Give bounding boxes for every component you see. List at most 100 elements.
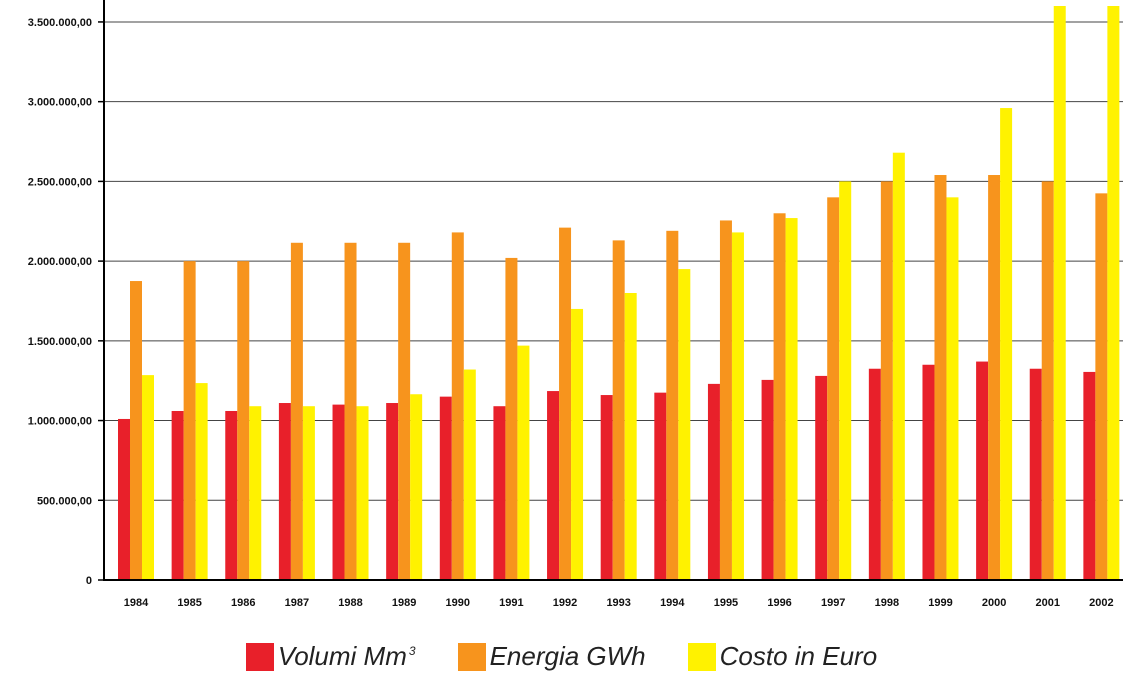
bar-volumi — [922, 364, 935, 580]
legend-swatch-costo — [687, 642, 716, 671]
bar-energia — [880, 181, 893, 580]
bar-energia — [773, 213, 786, 580]
bar-costo — [678, 269, 691, 580]
bar-costo — [1053, 6, 1066, 580]
bar-energia — [934, 175, 947, 580]
bar-costo — [249, 406, 262, 580]
bar-volumi — [600, 395, 613, 580]
bar-volumi — [332, 404, 345, 580]
bar-volumi — [976, 361, 989, 580]
x-tick-label: 1998 — [875, 597, 899, 609]
bar-costo — [571, 308, 584, 580]
bar-energia — [183, 261, 196, 580]
x-tick-label: 1992 — [553, 597, 577, 609]
bar-costo — [463, 369, 476, 580]
x-tick-label: 1997 — [821, 597, 845, 609]
x-tick-label: 1987 — [285, 597, 309, 609]
legend-item-costo: Costo in Euro — [687, 641, 878, 672]
x-tick-label: 1999 — [928, 597, 952, 609]
legend-label-energia: Energia GWh — [489, 641, 646, 671]
bar-volumi — [761, 379, 774, 580]
bar-costo — [839, 181, 852, 580]
bar-costo — [195, 383, 208, 580]
x-tick-labels: 1984 1985 1986 1987 1988 1989 1990 1991 1992 1993… — [124, 597, 1114, 609]
x-tick-label: 1996 — [767, 597, 791, 609]
y-tick-label: 500.000,00 — [37, 495, 92, 507]
x-tick-label: 1984 — [124, 597, 149, 609]
legend-swatch-energia — [457, 642, 486, 671]
x-tick-label: 1988 — [338, 597, 362, 609]
x-tick-label: 1994 — [660, 597, 685, 609]
bar-costo — [1107, 6, 1120, 580]
bar-volumi — [225, 410, 238, 580]
bar-energia — [237, 261, 250, 580]
y-tick-label: 0 — [86, 575, 92, 587]
bar-costo — [892, 152, 905, 580]
bar-volumi — [815, 375, 828, 580]
bar-costo — [785, 218, 798, 581]
bar-energia — [344, 242, 357, 580]
legend-swatch-volumi — [245, 642, 274, 671]
bar-energia — [988, 175, 1001, 580]
y-tick-label: 3.000.000,00 — [28, 97, 92, 109]
y-tick-label: 2.500.000,00 — [28, 176, 92, 188]
x-tick-label: 2000 — [982, 597, 1006, 609]
x-tick-label: 1990 — [446, 597, 470, 609]
y-tick-label: 1.000.000,00 — [28, 416, 92, 428]
bar-energia — [719, 220, 732, 581]
bar-costo — [517, 345, 530, 580]
legend: Volumi Mm 3 Energia GWh Costo in Euro — [0, 640, 1123, 673]
bar-volumi — [386, 403, 399, 580]
bar-energia — [398, 242, 411, 580]
legend-label-costo: Costo in Euro — [719, 641, 878, 671]
bar-volumi — [171, 410, 184, 580]
bar-volumi — [1029, 368, 1042, 580]
bars — [118, 6, 1120, 581]
bar-volumi — [493, 406, 506, 580]
x-tick-label: 2001 — [1035, 597, 1059, 609]
bar-costo — [302, 406, 315, 580]
bar-costo — [410, 394, 423, 580]
bar-costo — [356, 406, 369, 580]
x-tick-label: 1989 — [392, 597, 416, 609]
bar-energia — [666, 230, 679, 581]
bar-energia — [1095, 193, 1108, 580]
bar-volumi — [707, 383, 720, 580]
bar-energia — [612, 240, 625, 580]
axes — [98, 0, 1123, 581]
bar-volumi — [654, 392, 667, 580]
bar-volumi — [118, 418, 130, 580]
bar-energia — [290, 242, 303, 580]
x-tick-label: 1995 — [714, 597, 738, 609]
bar-costo — [1000, 108, 1013, 581]
bar-energia — [559, 227, 572, 580]
x-tick-label: 1993 — [606, 597, 630, 609]
bar-costo — [731, 232, 744, 580]
y-tick-labels: 0 500.000,00 1.000.000,00 1.500.000,00 2.000… — [28, 17, 92, 587]
bar-volumi — [278, 403, 291, 580]
y-tick-label: 2.000.000,00 — [28, 256, 92, 268]
y-tick-label: 3.500.000,00 — [28, 17, 92, 29]
bar-volumi — [547, 391, 560, 580]
x-tick-label: 2002 — [1089, 597, 1113, 609]
bar-volumi — [868, 368, 881, 580]
bar-energia — [505, 257, 518, 580]
y-tick-label: 1.500.000,00 — [28, 336, 92, 348]
x-tick-label: 1991 — [499, 597, 523, 609]
bar-costo — [624, 293, 637, 580]
bar-energia — [451, 232, 464, 580]
bar-energia — [827, 197, 840, 581]
bar-costo — [946, 197, 959, 581]
bar-volumi — [439, 396, 452, 580]
bar-energia — [1041, 181, 1054, 580]
bar-volumi — [1083, 371, 1096, 580]
x-tick-label: 1986 — [231, 597, 255, 609]
legend-item-volumi: Volumi Mm 3 — [245, 641, 416, 672]
legend-superscript: 3 — [408, 644, 416, 659]
bar-energia — [130, 281, 142, 580]
legend-item-energia: Energia GWh — [457, 641, 646, 672]
bar-costo — [142, 375, 154, 580]
legend-label-volumi: Volumi Mm 3 — [277, 641, 416, 671]
x-tick-label: 1985 — [177, 597, 201, 609]
